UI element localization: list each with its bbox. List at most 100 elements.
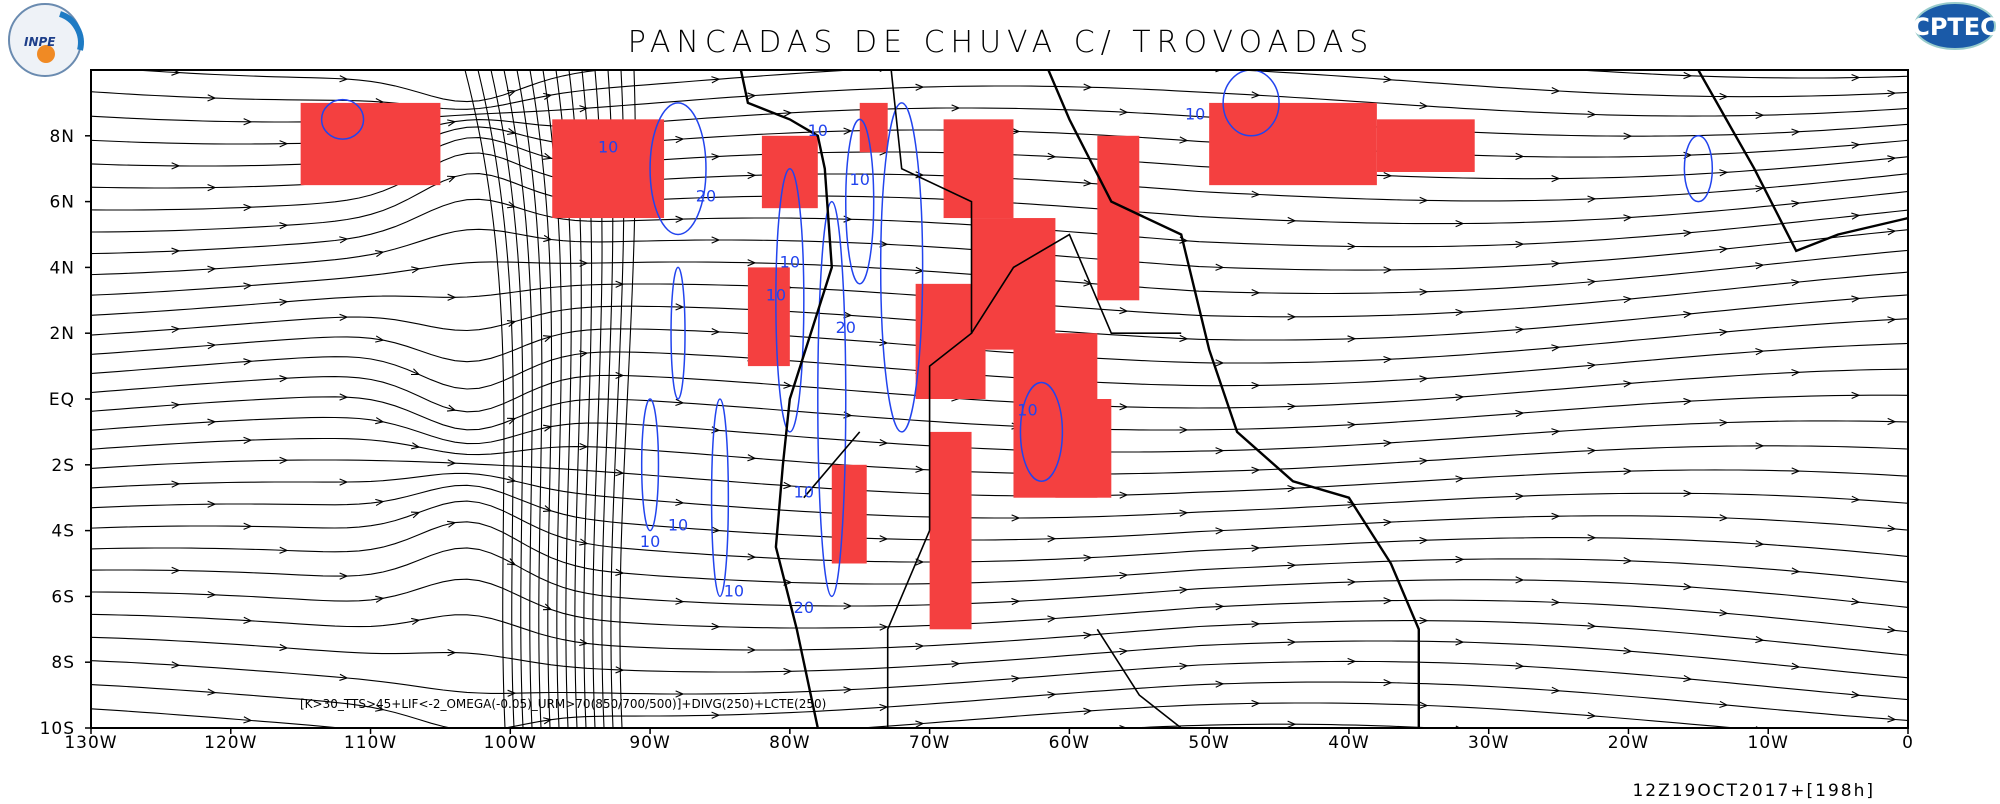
convection-area (831, 464, 867, 564)
stream-arrow (951, 660, 961, 668)
stream-arrow (1179, 426, 1189, 434)
stream-arrow (675, 597, 685, 605)
stream-arrow (339, 673, 349, 681)
stream-arrow (339, 478, 349, 486)
stream-arrow (1755, 111, 1765, 119)
stream-arrow (375, 417, 385, 425)
streamline (529, 70, 553, 728)
stream-arrow (1683, 397, 1693, 406)
y-tick-label: EQ (49, 390, 75, 410)
stream-arrow (1587, 534, 1597, 542)
stream-arrow (1011, 127, 1021, 135)
stream-arrow (711, 711, 721, 719)
stream-arrow (507, 689, 517, 697)
x-tick-label: 60W (1049, 733, 1090, 753)
stream-arrow (543, 717, 553, 725)
streamline (91, 702, 1743, 728)
stream-arrow (1683, 71, 1693, 80)
stream-arrow (1455, 638, 1465, 646)
stream-arrow (711, 526, 721, 534)
stream-arrow (747, 553, 757, 561)
stream-arrow (951, 104, 961, 112)
contour-label: 10 (640, 532, 660, 551)
stream-arrow (1755, 635, 1765, 644)
stream-arrow (279, 298, 289, 306)
stream-arrow (243, 203, 253, 212)
stream-arrow (915, 83, 925, 91)
stream-arrow (1347, 501, 1357, 509)
contour (640, 398, 660, 532)
stream-arrow (1755, 442, 1765, 450)
stream-arrow (747, 732, 755, 738)
stream-arrow (1851, 212, 1861, 220)
contour-label: 10 (668, 516, 688, 535)
stream-arrow (506, 319, 517, 327)
stream-arrow (675, 690, 685, 698)
border (886, 530, 931, 728)
stream-arrow (1623, 214, 1633, 222)
contour-label: 10 (766, 285, 786, 304)
stream-arrow (1551, 87, 1561, 95)
stream-arrow (171, 325, 181, 334)
stream-arrow (783, 481, 793, 490)
stream-arrow (1047, 535, 1057, 543)
stream-arrow (339, 572, 349, 580)
stream-arrow (879, 535, 889, 543)
convection-area (1376, 119, 1475, 172)
stream-arrow (1119, 306, 1129, 315)
stream-arrow (1623, 557, 1633, 565)
streamline (91, 416, 1908, 453)
contour-label: 10 (780, 252, 800, 271)
streamline (91, 681, 1908, 728)
stream-arrow (1383, 355, 1393, 364)
stream-arrow (1719, 169, 1729, 177)
stream-arrow (1419, 196, 1429, 204)
stream-arrow (579, 443, 589, 451)
stream-arrow (1419, 375, 1429, 383)
stream-arrow (1551, 260, 1561, 268)
border (890, 70, 973, 531)
stream-arrow (1515, 576, 1525, 584)
stream-arrow (1215, 359, 1225, 367)
stream-arrow (1791, 368, 1801, 377)
map-layers: 10 20 10 10 10 20 10 10 10 10 10 10 20 10 (91, 61, 1908, 738)
stream-arrow (1887, 228, 1897, 236)
stream-arrow (1047, 152, 1057, 161)
stream-arrow (675, 61, 683, 67)
stream-arrow (1119, 108, 1129, 116)
stream-arrow (542, 505, 553, 513)
y-tick-label: 4S (51, 522, 75, 542)
coastline (1696, 70, 1908, 253)
stream-arrow (1215, 680, 1225, 688)
stream-arrow (1587, 711, 1597, 720)
stream-arrow (1047, 691, 1057, 699)
stream-arrow (579, 538, 589, 546)
stream-arrow (1791, 662, 1801, 670)
convection-area (1097, 135, 1140, 301)
stream-arrow (279, 222, 289, 230)
stream-arrow (1851, 295, 1861, 303)
convection-area (747, 267, 790, 367)
x-tick-label: 100W (484, 733, 537, 753)
stream-arrow (1251, 620, 1261, 628)
contour (1019, 381, 1064, 482)
stream-arrow (1791, 279, 1801, 287)
contour-label: 10 (724, 581, 744, 600)
contour (320, 98, 365, 140)
convection-area (1055, 399, 1112, 498)
stream-arrow (747, 171, 757, 180)
stream-arrow (1683, 674, 1693, 683)
stream-arrow (1287, 638, 1297, 646)
stream-arrow (243, 282, 253, 290)
x-tick-label: 50W (1188, 733, 1229, 753)
stream-arrow (447, 119, 457, 127)
stream-arrow (1251, 544, 1261, 552)
border (1096, 628, 1182, 728)
stream-arrow (675, 303, 685, 311)
stream-arrow (1755, 540, 1765, 548)
stream-arrow (1119, 725, 1128, 728)
stream-arrow (447, 520, 457, 528)
contour (649, 102, 707, 236)
contour-label: 20 (836, 318, 856, 337)
contour-label: 10 (1185, 104, 1205, 123)
